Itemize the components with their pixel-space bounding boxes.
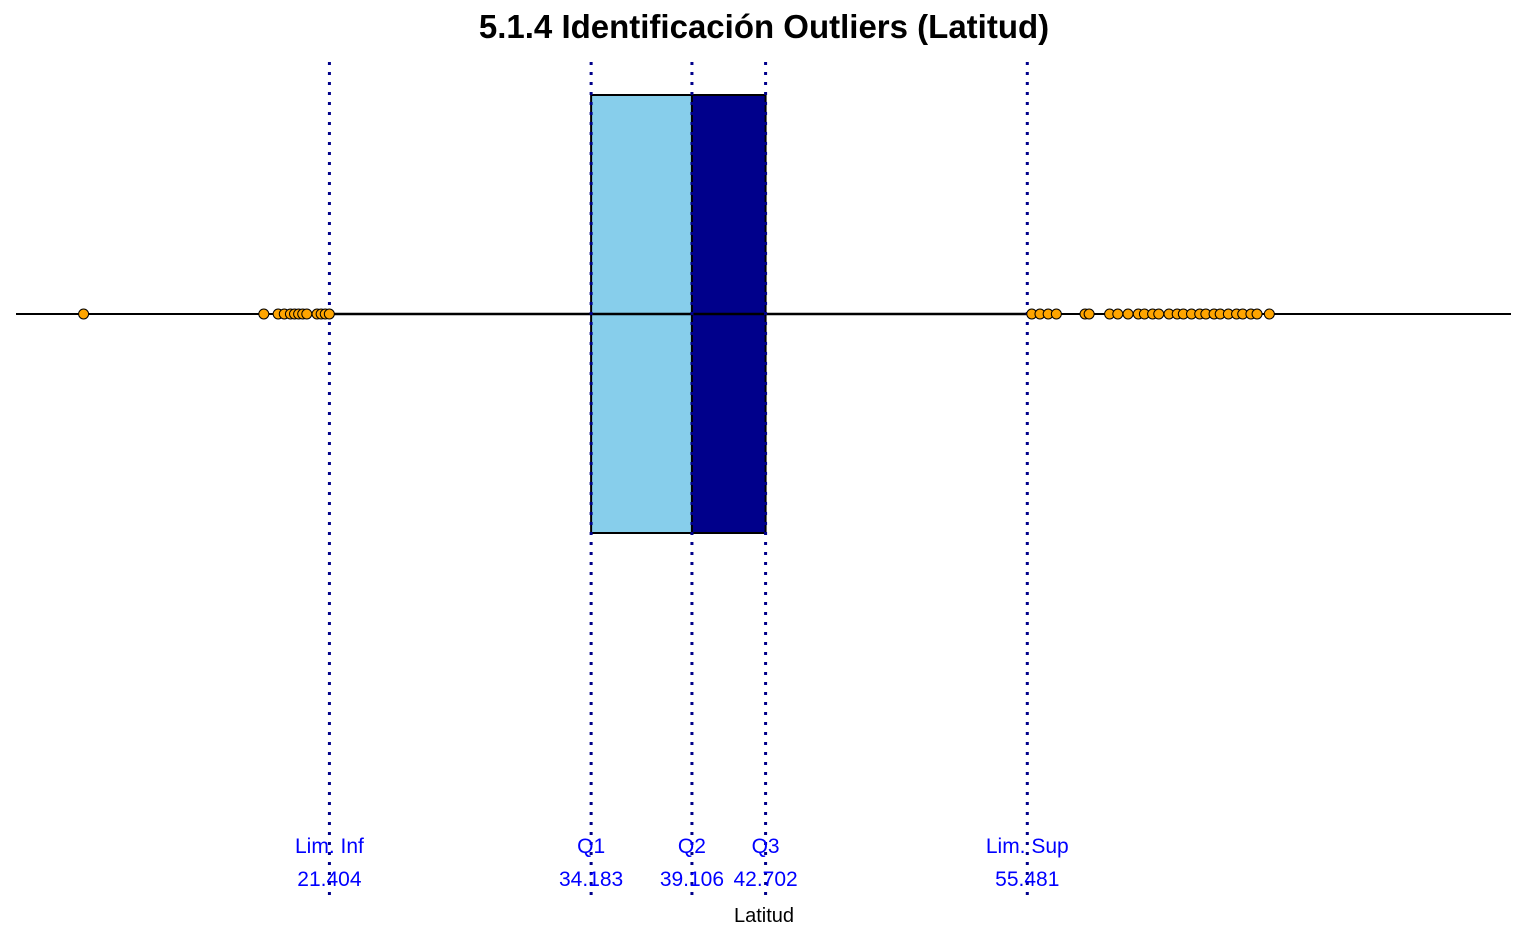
outliers-layer: [78, 308, 1275, 320]
reference-value-label: 42.702: [733, 868, 797, 891]
outlier-point: [1251, 308, 1263, 320]
reference-label: Lim. Inf: [295, 835, 364, 858]
reference-value-label: 21.404: [297, 868, 362, 891]
chart-title: 5.1.4 Identificación Outliers (Latitud): [479, 8, 1049, 45]
outlier-point: [258, 308, 270, 320]
x-axis-label: Latitud: [734, 905, 794, 927]
outlier-point: [1112, 308, 1124, 320]
reference-label: Q2: [678, 835, 706, 858]
reference-value-label: 39.106: [660, 868, 724, 891]
outlier-point: [301, 308, 313, 320]
reference-label: Q3: [752, 835, 780, 858]
outlier-point: [1263, 308, 1275, 320]
outlier-point: [323, 308, 335, 320]
outlier-point: [78, 308, 90, 320]
reference-label: Q1: [577, 835, 605, 858]
reference-value-label: 55.481: [995, 868, 1059, 891]
outlier-point: [1122, 308, 1134, 320]
outlier-point: [1153, 308, 1165, 320]
reference-value-label: 34.183: [559, 868, 623, 891]
reference-lines-layer: Lim. Inf 21.404 Q1 34.183 Q2 39.106 Q3 42.702 Li…: [295, 62, 1069, 900]
outlier-point: [1083, 308, 1095, 320]
reference-label: Lim. Sup: [986, 835, 1069, 858]
outlier-point: [1050, 308, 1062, 320]
